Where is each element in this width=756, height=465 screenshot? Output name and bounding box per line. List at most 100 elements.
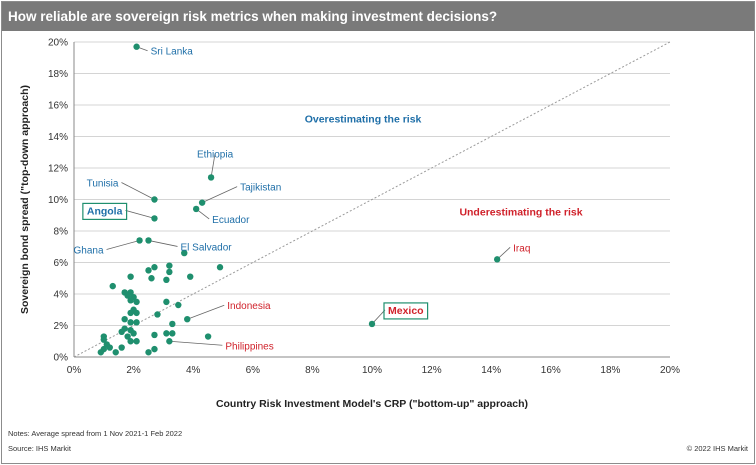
data-point xyxy=(121,316,128,323)
data-point xyxy=(112,349,119,356)
data-point xyxy=(118,328,125,335)
data-point xyxy=(169,330,176,337)
data-point xyxy=(127,297,134,304)
data-point xyxy=(109,282,116,290)
point-label: Indonesia xyxy=(227,301,271,312)
label-leader-line xyxy=(169,340,223,346)
data-point xyxy=(145,267,152,274)
label-leader-line xyxy=(121,182,155,200)
label-leader-line xyxy=(210,153,216,178)
x-tick-label: 18% xyxy=(600,365,620,376)
data-point xyxy=(198,199,206,206)
data-point xyxy=(127,273,134,280)
data-point xyxy=(163,330,170,337)
diagonal-reference-line xyxy=(73,41,671,358)
data-point xyxy=(151,196,158,203)
x-tick-label: 2% xyxy=(126,365,141,376)
y-tick-label: 2% xyxy=(54,321,69,332)
data-point xyxy=(175,301,182,309)
y-tick-label: 4% xyxy=(54,290,69,301)
data-point xyxy=(124,292,131,299)
y-tick-label: 20% xyxy=(48,38,68,49)
y-tick-label: 10% xyxy=(48,195,68,206)
data-point xyxy=(118,344,125,351)
data-point xyxy=(163,298,170,306)
x-tick-label: 16% xyxy=(541,365,561,376)
data-point xyxy=(181,249,188,257)
label-leader-line xyxy=(187,304,225,320)
data-point xyxy=(151,215,158,222)
data-point xyxy=(187,273,194,280)
data-point xyxy=(97,349,105,356)
point-label: Ethiopia xyxy=(197,149,234,160)
point-label: Tunisia xyxy=(87,179,119,190)
data-point xyxy=(148,275,155,282)
data-point xyxy=(169,320,176,328)
x-axis-title: Country Risk Investment Model's CRP ("bo… xyxy=(216,398,528,410)
x-tick-label: 12% xyxy=(422,365,442,376)
data-point xyxy=(163,276,170,284)
data-point xyxy=(127,309,134,317)
data-point xyxy=(133,298,140,306)
point-label: Mexico xyxy=(388,305,424,317)
point-label: Ghana xyxy=(74,245,104,256)
data-point xyxy=(184,316,191,323)
region-label: Underestimating the risk xyxy=(459,206,582,218)
data-point xyxy=(145,349,152,356)
region-label: Overestimating the risk xyxy=(305,113,422,125)
x-tick-label: 4% xyxy=(186,365,201,376)
point-label: Ecuador xyxy=(212,215,250,226)
data-point xyxy=(368,320,376,328)
data-point xyxy=(127,319,134,326)
data-point xyxy=(192,205,200,213)
highlight-box xyxy=(383,302,429,320)
label-leader-line xyxy=(125,210,155,219)
data-point xyxy=(106,344,113,351)
y-tick-label: 8% xyxy=(54,227,69,238)
point-label: Iraq xyxy=(513,243,530,254)
point-label: Sri Lanka xyxy=(151,47,194,58)
x-tick-label: 14% xyxy=(481,365,501,376)
highlight-box xyxy=(82,202,128,220)
data-point xyxy=(124,333,131,340)
y-tick-label: 16% xyxy=(48,101,68,112)
data-point xyxy=(133,338,140,345)
data-point xyxy=(133,43,140,50)
x-tick-label: 0% xyxy=(67,365,82,376)
y-axis-title: Sovereign bond spread ("top-down approac… xyxy=(19,85,31,314)
data-point xyxy=(130,330,137,337)
x-tick-label: 8% xyxy=(305,365,320,376)
data-point xyxy=(151,331,158,339)
data-point xyxy=(136,237,143,244)
data-point xyxy=(166,338,173,345)
x-tick-label: 6% xyxy=(246,365,261,376)
point-label: Angola xyxy=(87,205,123,217)
data-point xyxy=(493,256,501,263)
y-tick-label: 0% xyxy=(54,353,69,364)
chart-title: How reliable are sovereign risk metrics … xyxy=(2,2,754,31)
data-point xyxy=(100,336,108,343)
notes-text: Notes: Average spread from 1 Nov 2021-1 … xyxy=(8,429,183,438)
data-point xyxy=(204,333,212,340)
data-point xyxy=(145,237,152,244)
data-point xyxy=(166,262,173,269)
label-leader-line xyxy=(148,240,178,247)
point-label: Philippines xyxy=(225,341,273,352)
data-point xyxy=(207,174,215,181)
label-leader-line xyxy=(106,240,140,250)
copyright-text: © 2022 IHS Markit xyxy=(686,444,748,453)
data-point xyxy=(154,311,161,318)
data-point xyxy=(166,268,173,276)
x-tick-label: 20% xyxy=(660,365,680,376)
point-label: Tajikistan xyxy=(240,183,281,194)
label-leader-line xyxy=(201,186,238,204)
x-tick-label: 10% xyxy=(362,365,382,376)
data-point xyxy=(133,319,140,326)
source-text: Source: IHS Markit xyxy=(8,444,71,453)
data-point xyxy=(133,309,140,317)
y-tick-label: 14% xyxy=(48,132,68,143)
data-point xyxy=(127,338,134,345)
data-point xyxy=(216,264,224,271)
data-point xyxy=(151,264,158,271)
